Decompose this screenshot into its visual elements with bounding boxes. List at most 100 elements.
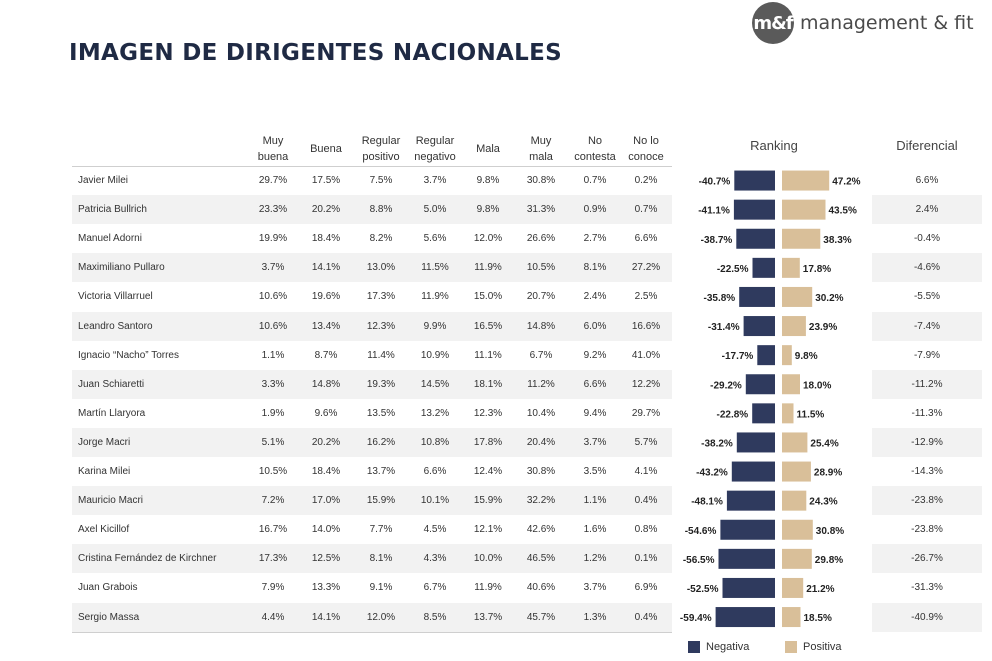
table-cell: 11.9%: [474, 262, 502, 274]
bar-positive-label: 29.8%: [815, 555, 843, 566]
table-cell: 7.2%: [261, 495, 285, 507]
bar-negative: [726, 490, 775, 511]
bar-negative-label: -29.2%: [710, 380, 742, 391]
table-cell: 17.8%: [473, 436, 503, 448]
bar-positive-label: 28.9%: [814, 468, 842, 479]
table-cell: 14.5%: [420, 378, 450, 390]
column-header-line: No lo: [633, 135, 659, 147]
table-cell: 17.0%: [311, 495, 341, 507]
table-cell: 1.6%: [583, 524, 607, 536]
column-header-line: Mala: [476, 143, 500, 155]
diferencial-header: Diferencial: [896, 138, 958, 153]
diferencial-value: -40.9%: [872, 602, 982, 632]
table-cell: 3.5%: [583, 466, 607, 477]
table-cell: 20.4%: [526, 436, 556, 448]
legend-negative: Negativa: [688, 641, 749, 653]
bar-negative-label: -17.7%: [722, 351, 754, 362]
table-cell: 18.4%: [311, 466, 341, 477]
diferencial-value: -5.5%: [913, 291, 941, 303]
table-cell: 11.5%: [421, 262, 449, 274]
table-cell: 13.4%: [311, 320, 341, 332]
table-cell: 15.9%: [473, 495, 503, 507]
table-cell: 17.3%: [258, 553, 288, 565]
table-cell: 10.8%: [420, 436, 450, 448]
column-header-5: Muy mala: [516, 133, 566, 165]
table-row: Ignacio “Nacho” Torres 1.1% 8.7% 11.4% 10.9%…: [72, 341, 672, 370]
table-cell: 19.6%: [311, 291, 341, 303]
table-cell: 0.9%: [583, 204, 607, 216]
bar-positive: [782, 403, 794, 424]
table-cell: 2.7%: [583, 233, 607, 245]
table-row: Mauricio Macri 7.2% 17.0% 15.9% 10.1% 15.9% 32…: [72, 486, 672, 516]
table-cell: 23.3%: [258, 204, 288, 216]
diferencial-value: -11.2%: [872, 369, 982, 399]
bar-positive: [782, 519, 813, 540]
table-cell: 16.5%: [473, 320, 503, 332]
column-header-line: mala: [529, 151, 553, 163]
page-title: IMAGEN DE DIRIGENTES NACIONALES: [69, 40, 562, 66]
table-cell: 42.6%: [526, 524, 556, 536]
table-cell: 29.7%: [631, 407, 661, 419]
table-cell: 9.2%: [583, 349, 607, 361]
table-cell: 8.5%: [423, 611, 447, 623]
table-cell: 0.8%: [634, 524, 658, 536]
column-header-4: Mala: [463, 141, 513, 157]
table-cell: 13.2%: [420, 407, 450, 419]
table-cell: 20.7%: [526, 291, 556, 303]
bar-negative: [752, 257, 775, 278]
table-cell: 4.3%: [423, 553, 447, 565]
leader-name: Victoria Villarruel: [78, 291, 153, 303]
diferencial-value: -4.6%: [872, 253, 982, 283]
table-cell: 0.4%: [634, 611, 658, 623]
table-cell: 18.4%: [311, 233, 341, 245]
table-cell: 13.7%: [366, 466, 396, 477]
bar-negative-label: -54.6%: [685, 526, 717, 537]
table-cell: 13.7%: [473, 611, 503, 623]
table-cell: 0.7%: [634, 204, 658, 216]
bar-positive: [782, 286, 813, 307]
bar-negative: [720, 519, 775, 540]
table-cell: 16.2%: [366, 436, 396, 448]
table-cell: 26.6%: [526, 233, 556, 245]
diferencial-value: -14.3%: [911, 466, 943, 477]
table-cell: 16.7%: [258, 524, 288, 536]
bar-negative-label: -41.1%: [698, 206, 730, 217]
bar-positive: [782, 607, 801, 628]
table-cell: 10.6%: [258, 291, 288, 303]
column-header-line: No: [587, 135, 603, 147]
table-row: Maximiliano Pullaro 3.7% 14.1% 13.0% 11.5% 11…: [72, 253, 672, 283]
column-header-1: Buena: [301, 141, 351, 157]
table-cell: 12.3%: [366, 320, 396, 332]
table-cell: 19.9%: [258, 233, 288, 245]
diferencial-value: -31.3%: [911, 582, 943, 594]
table-cell: 1.1%: [583, 495, 607, 507]
legend-positive-swatch: [785, 641, 797, 653]
bar-positive-label: 11.5%: [797, 409, 825, 420]
table-divider: [72, 631, 672, 633]
table-row: Karina Milei 10.5% 18.4% 13.7% 6.6% 12.4% 30.8…: [72, 457, 672, 486]
table-cell: 2.4%: [583, 291, 607, 303]
table-cell: 12.4%: [473, 466, 503, 477]
leader-name: Sergio Massa: [78, 611, 140, 623]
table-cell: 1.1%: [261, 349, 285, 361]
table-cell: 13.5%: [366, 407, 396, 419]
column-header-line: buena: [257, 151, 289, 163]
bar-negative: [734, 170, 775, 191]
diferencial-value: -23.8%: [911, 524, 943, 536]
diferencial-value: -11.3%: [911, 407, 943, 419]
table-row: Leandro Santoro 10.6% 13.4% 12.3% 9.9% 16.5% 1…: [72, 311, 672, 341]
bar-negative-label: -31.4%: [708, 322, 740, 333]
table-cell: 14.1%: [311, 262, 341, 274]
leader-name: Javier Milei: [78, 175, 129, 186]
bar-positive-label: 21.2%: [806, 584, 834, 595]
bar-negative: [736, 228, 775, 249]
table-divider: [72, 166, 672, 167]
table-cell: 10.6%: [258, 320, 288, 332]
table-cell: 3.3%: [261, 378, 285, 390]
leader-name: Manuel Adorni: [78, 233, 142, 245]
column-header-line: negativo: [414, 151, 456, 163]
ranking-chart: -40.7% 47.2% -41.1% 43.5% -38.7% 38.3% -22.5% 1…: [680, 170, 861, 628]
diferencial-value: -26.7%: [872, 544, 982, 574]
table-cell: 15.9%: [366, 495, 396, 507]
table-row: Sergio Massa 4.4% 14.1% 12.0% 8.5% 13.7% 45.7%…: [72, 602, 672, 632]
